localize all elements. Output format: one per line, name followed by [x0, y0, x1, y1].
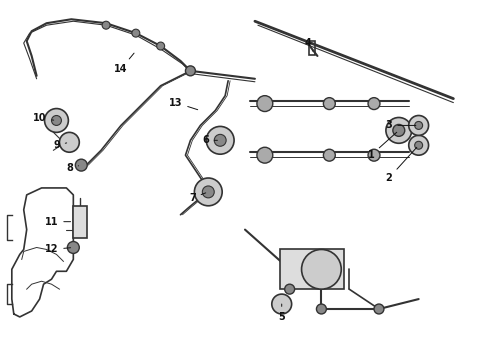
Circle shape	[132, 29, 140, 37]
Circle shape	[102, 21, 110, 29]
Circle shape	[386, 117, 412, 143]
Circle shape	[257, 147, 273, 163]
Text: 5: 5	[278, 304, 285, 322]
Circle shape	[323, 149, 335, 161]
Circle shape	[214, 134, 226, 146]
Circle shape	[368, 149, 380, 161]
Circle shape	[51, 116, 61, 125]
Circle shape	[257, 96, 273, 112]
Circle shape	[374, 304, 384, 314]
Circle shape	[409, 116, 429, 135]
Circle shape	[393, 125, 405, 136]
Circle shape	[415, 141, 422, 149]
Bar	[310, 41, 316, 55]
Circle shape	[202, 186, 214, 198]
Text: 4: 4	[304, 38, 313, 51]
Circle shape	[195, 178, 222, 206]
Circle shape	[317, 304, 326, 314]
Circle shape	[206, 126, 234, 154]
Text: 11: 11	[45, 217, 71, 227]
Circle shape	[185, 66, 196, 76]
Text: 10: 10	[33, 113, 54, 123]
Bar	[74, 206, 87, 238]
Circle shape	[285, 284, 294, 294]
Text: 12: 12	[45, 244, 71, 255]
Circle shape	[368, 98, 380, 109]
Circle shape	[45, 109, 69, 132]
Circle shape	[409, 135, 429, 155]
Circle shape	[68, 242, 79, 253]
Circle shape	[301, 249, 341, 289]
Circle shape	[157, 42, 165, 50]
Text: 14: 14	[114, 53, 134, 74]
Text: 13: 13	[169, 98, 197, 110]
Text: 6: 6	[202, 135, 218, 145]
Text: 1: 1	[368, 132, 397, 160]
Circle shape	[323, 98, 335, 109]
Circle shape	[75, 159, 87, 171]
Text: 7: 7	[189, 193, 206, 203]
Text: 2: 2	[386, 147, 417, 183]
Circle shape	[415, 121, 422, 129]
Text: 8: 8	[66, 163, 78, 173]
Circle shape	[272, 294, 292, 314]
Bar	[280, 249, 344, 289]
Text: 9: 9	[53, 140, 67, 150]
Text: 3: 3	[386, 121, 416, 130]
Circle shape	[59, 132, 79, 152]
